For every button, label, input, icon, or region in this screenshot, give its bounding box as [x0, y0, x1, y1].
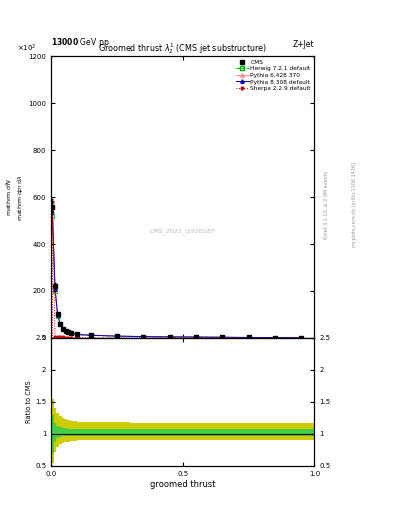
Text: $\mathbf{13000}$ GeV pp: $\mathbf{13000}$ GeV pp	[51, 36, 110, 49]
Text: mcplots.cern.ch [arXiv:1306.3436]: mcplots.cern.ch [arXiv:1306.3436]	[352, 162, 357, 247]
Y-axis label: Ratio to CMS: Ratio to CMS	[26, 380, 32, 423]
Title: Groomed thrust $\lambda_2^1$ (CMS jet substructure): Groomed thrust $\lambda_2^1$ (CMS jet su…	[98, 41, 267, 56]
Y-axis label: $\mathrm{mathrm\,d}^2\!N$
$\mathrm{mathrm\,d}p_\mathrm{T}\,\mathrm{d}\lambda$: $\mathrm{mathrm\,d}^2\!N$ $\mathrm{mathr…	[5, 174, 26, 221]
Text: $\times 10^2$: $\times 10^2$	[17, 42, 36, 53]
Text: Z+Jet: Z+Jet	[293, 39, 314, 49]
Legend: CMS, Herwig 7.2.1 default, Pythia 6.428 370, Pythia 8.308 default, Sherpa 2.2.9 : CMS, Herwig 7.2.1 default, Pythia 6.428 …	[234, 58, 313, 93]
Text: CMS_2021_I1920187: CMS_2021_I1920187	[150, 228, 216, 234]
Text: Rivet 3.1.10, ≥ 2.9M events: Rivet 3.1.10, ≥ 2.9M events	[324, 170, 329, 239]
X-axis label: groomed thrust: groomed thrust	[150, 480, 215, 488]
